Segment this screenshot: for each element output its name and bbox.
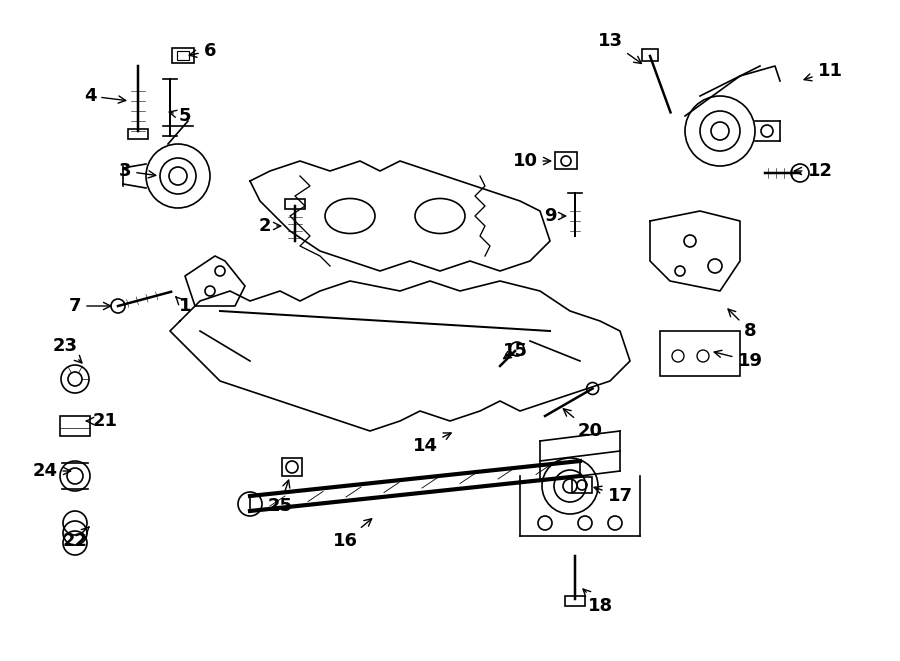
Text: 1: 1	[176, 297, 191, 315]
Bar	[172, 48, 194, 63]
Text: 18: 18	[583, 589, 613, 615]
Bar	[555, 152, 577, 169]
Text: 12: 12	[795, 162, 833, 180]
Bar	[282, 458, 302, 476]
Bar	[128, 129, 148, 139]
Text: 15: 15	[502, 342, 527, 360]
Text: 9: 9	[544, 207, 566, 225]
Text: 5: 5	[169, 107, 191, 125]
Text: 4: 4	[84, 87, 126, 105]
Text: 16: 16	[332, 519, 372, 550]
Bar	[642, 49, 658, 61]
Bar	[285, 199, 305, 209]
Text: 20: 20	[563, 408, 602, 440]
Text: 24: 24	[32, 462, 71, 480]
Text: 10: 10	[512, 152, 551, 170]
Text: 7: 7	[68, 297, 111, 315]
Text: 17: 17	[594, 486, 633, 505]
Bar	[660, 331, 740, 376]
Text: 8: 8	[728, 309, 756, 340]
Bar	[60, 416, 90, 436]
Bar	[177, 51, 189, 60]
Text: 19: 19	[715, 350, 762, 370]
Text: 22: 22	[62, 527, 89, 550]
Bar	[572, 477, 592, 493]
Text: 6: 6	[189, 42, 216, 60]
Text: 14: 14	[412, 433, 451, 455]
Bar	[565, 596, 585, 606]
Text: 13: 13	[598, 32, 642, 63]
Text: 21: 21	[86, 412, 118, 430]
Text: 23: 23	[52, 337, 82, 363]
Text: 25: 25	[267, 480, 293, 515]
Text: 3: 3	[119, 162, 156, 180]
Text: 2: 2	[259, 217, 281, 235]
Text: 11: 11	[804, 62, 842, 81]
